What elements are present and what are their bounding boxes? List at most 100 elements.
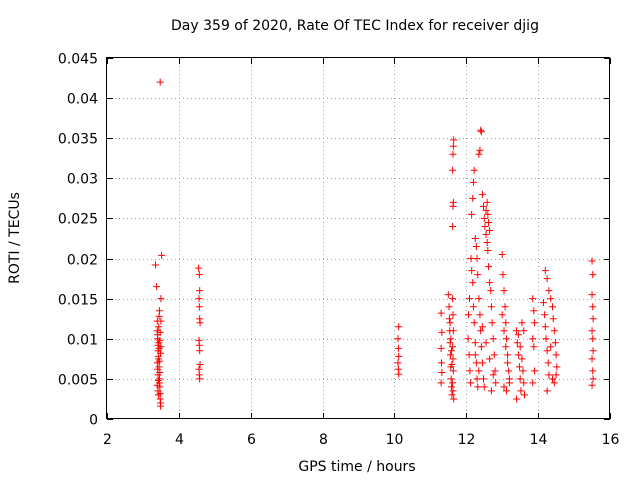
data-point [446,351,454,359]
y-tick-label: 0.005 [58,373,98,389]
data-point [449,295,457,303]
data-point [514,351,522,359]
data-points [152,78,597,410]
data-point [482,339,490,347]
x-tick-label: 2 [103,432,112,448]
data-point [531,367,539,375]
data-point [155,379,163,387]
data-point [471,351,479,359]
data-point [505,367,513,375]
data-point [477,343,485,351]
data-point [196,319,204,327]
data-point [589,335,597,343]
data-point [504,351,512,359]
data-point [478,323,486,331]
data-point [491,367,499,375]
data-point [156,78,164,86]
data-point [480,383,488,391]
data-point [549,375,557,383]
data-point [465,351,473,359]
data-point [520,391,528,399]
axis-ticks [107,58,611,420]
data-point [471,339,479,347]
data-point [503,387,511,395]
data-point [474,383,482,391]
data-point [449,387,457,395]
data-point [155,307,163,315]
data-point [449,367,457,375]
data-point [473,255,481,263]
data-point [450,136,458,144]
data-point [157,295,165,303]
data-point [153,283,161,291]
data-point [157,402,165,410]
data-point [529,295,537,303]
data-point [480,375,488,383]
x-axis-title: GPS time / hours [298,459,415,475]
data-point [477,126,485,134]
data-point [437,344,445,352]
data-point [477,128,485,136]
data-point [155,363,163,371]
data-point [489,335,497,343]
data-point [196,375,204,383]
data-point [478,190,486,198]
data-point [449,166,457,174]
data-point [449,355,457,363]
data-point [445,315,453,323]
y-axis-title: ROTI / TECUs [7,192,23,284]
data-point [195,303,203,311]
data-point [529,379,537,387]
data-point [445,303,453,311]
data-point [469,178,477,186]
data-point [449,343,457,351]
data-point [589,367,597,375]
data-point [466,295,474,303]
data-point [195,264,203,272]
data-point [543,347,551,355]
data-point [514,331,522,339]
data-point [438,328,446,336]
data-point [464,335,472,343]
data-point [155,355,163,363]
data-point [487,287,495,295]
data-point [155,344,163,352]
data-point [485,218,493,226]
data-point [503,335,511,343]
data-point [541,323,549,331]
data-point [545,287,553,295]
data-point [551,339,559,347]
data-point [589,271,597,279]
data-point [448,383,456,391]
data-point [482,206,490,214]
data-point [540,299,548,307]
data-point [467,379,475,387]
data-point [500,327,508,335]
data-point [476,311,484,319]
data-point [156,328,164,336]
data-point [504,359,512,367]
data-point [589,375,597,383]
x-tick-label: 6 [247,432,256,448]
x-tick-labels: 2 4 6 8 10 12 14 16 [103,432,619,448]
data-point [156,368,164,376]
data-point [530,307,538,315]
data-point [544,359,552,367]
x-tick-label: 14 [530,432,548,448]
data-point [484,247,492,255]
data-point [486,355,494,363]
x-tick-label: 12 [458,432,476,448]
data-point [588,355,596,363]
data-point [473,375,481,383]
data-point [447,375,455,383]
data-point [155,323,163,331]
grid-lines [107,58,610,419]
data-point [517,387,525,395]
y-tick-label: 0.03 [67,172,98,188]
data-point [449,142,457,150]
data-point [154,391,162,399]
plot-frame [106,57,610,419]
data-point [475,367,483,375]
data-point [487,303,495,311]
data-point [157,349,165,357]
